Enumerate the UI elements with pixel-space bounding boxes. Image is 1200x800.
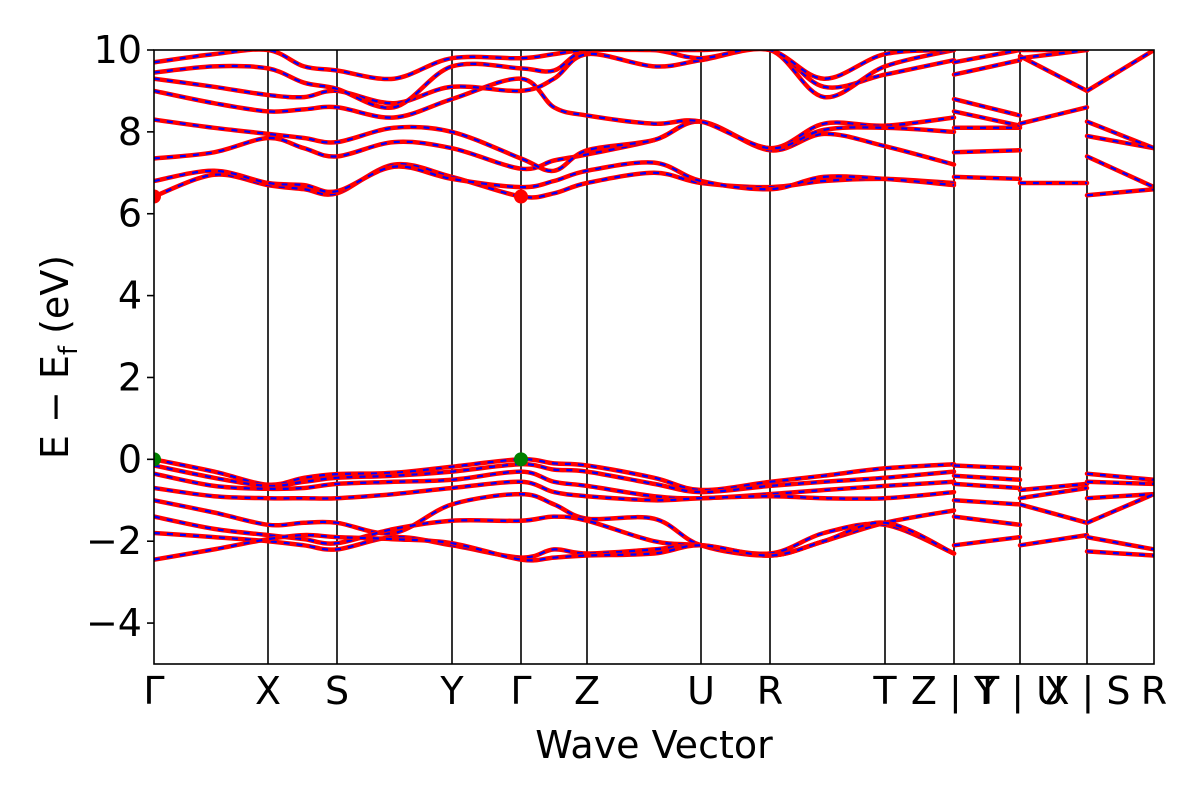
y-tick-label: 2 — [118, 355, 142, 399]
band-line-overlay — [154, 463, 955, 494]
y-tick-label: 4 — [118, 274, 142, 318]
x-tick-label: Z — [574, 669, 600, 713]
band-line — [1084, 154, 1154, 190]
band-line-overlay — [154, 161, 955, 193]
band-line-overlay — [1086, 472, 1154, 481]
band-lines — [154, 50, 1154, 563]
band-line — [1017, 502, 1090, 526]
band-line-overlay — [1086, 493, 1154, 524]
band-line-overlay — [1019, 486, 1088, 500]
band-line-overlay — [953, 98, 1021, 117]
vbm-marker — [514, 452, 528, 467]
band-line-overlay — [953, 515, 1021, 526]
x-tick-label: R — [757, 669, 783, 713]
band-line-overlay — [953, 474, 1021, 481]
band-line-overlay — [1019, 50, 1088, 60]
band-line-overlay — [1086, 493, 1154, 500]
y-tick-label: 8 — [118, 110, 142, 154]
band-line-overlay — [953, 149, 1021, 154]
y-tick-label: −2 — [86, 519, 142, 563]
y-axis-label-main: E − E — [33, 355, 77, 459]
y-axis-ticks: −4 −2 0 2 4 6 8 10 — [86, 28, 154, 645]
band-line-overlay — [1086, 188, 1154, 197]
band-line-overlay — [953, 536, 1021, 547]
x-tick-label: Z | Y — [911, 669, 998, 714]
band-line — [154, 50, 957, 106]
x-tick-label: X | S — [1043, 669, 1130, 714]
band-line-overlay — [154, 521, 955, 559]
band-line-overlay — [953, 482, 1021, 490]
x-tick-label: X — [255, 669, 281, 713]
band-line — [1017, 105, 1090, 126]
band-line-overlay — [154, 480, 955, 502]
band-line — [154, 50, 957, 111]
band-line-overlay — [154, 116, 955, 173]
band-line-overlay — [1086, 536, 1154, 551]
y-tick-label: −4 — [86, 601, 142, 645]
band-line-overlay — [1086, 50, 1154, 92]
vbm-marker — [154, 452, 161, 467]
band-line — [1017, 53, 1090, 94]
x-tick-label: R — [1141, 669, 1167, 713]
band-line-overlay — [1019, 106, 1088, 125]
cbm-marker — [154, 189, 161, 204]
y-tick-label: 10 — [94, 28, 142, 72]
band-line-overlay — [1019, 503, 1088, 524]
y-axis-label: E − Ef (eV) — [33, 255, 84, 459]
band-line-overlay — [953, 50, 1021, 64]
band-line-overlay — [154, 50, 955, 81]
x-tick-label: Y — [439, 669, 464, 713]
band-line-overlay — [953, 175, 1021, 180]
x-tick-label: T | U — [975, 669, 1064, 714]
band-line-overlay — [1019, 534, 1088, 547]
band-edge-markers — [154, 189, 528, 467]
band-line-overlay — [953, 464, 1021, 470]
band-line-overlay — [953, 59, 1021, 76]
band-line-overlay — [1086, 480, 1154, 485]
x-tick-label: Γ — [510, 669, 531, 713]
band-line-overlay — [154, 521, 955, 562]
x-tick-label: T — [872, 669, 897, 713]
y-tick-label: 6 — [118, 192, 142, 236]
y-axis-label-subscript: f — [54, 345, 84, 355]
band-line-overlay — [1019, 482, 1088, 492]
band-line — [154, 115, 957, 174]
band-line-overlay — [1086, 120, 1154, 150]
x-axis-label: Wave Vector — [535, 723, 773, 767]
plot-frame — [153, 49, 1155, 665]
band-line-overlay — [1086, 550, 1154, 557]
band-line-overlay — [154, 458, 955, 492]
x-tick-label: Γ — [143, 669, 164, 713]
band-line — [154, 50, 957, 82]
band-line-overlay — [1086, 134, 1154, 150]
y-axis-label-unit: (eV) — [33, 255, 77, 346]
x-tick-label: S — [325, 669, 349, 713]
band-line-overlay — [154, 515, 955, 555]
band-line-overlay — [1086, 155, 1154, 189]
cbm-marker — [514, 189, 528, 204]
x-tick-label: U — [687, 669, 715, 713]
band-line-overlay — [953, 499, 1021, 506]
band-line-overlay — [953, 110, 1021, 127]
y-tick-label: 0 — [118, 437, 142, 481]
band-line-overlay — [154, 77, 955, 150]
band-line-overlay — [154, 470, 955, 500]
